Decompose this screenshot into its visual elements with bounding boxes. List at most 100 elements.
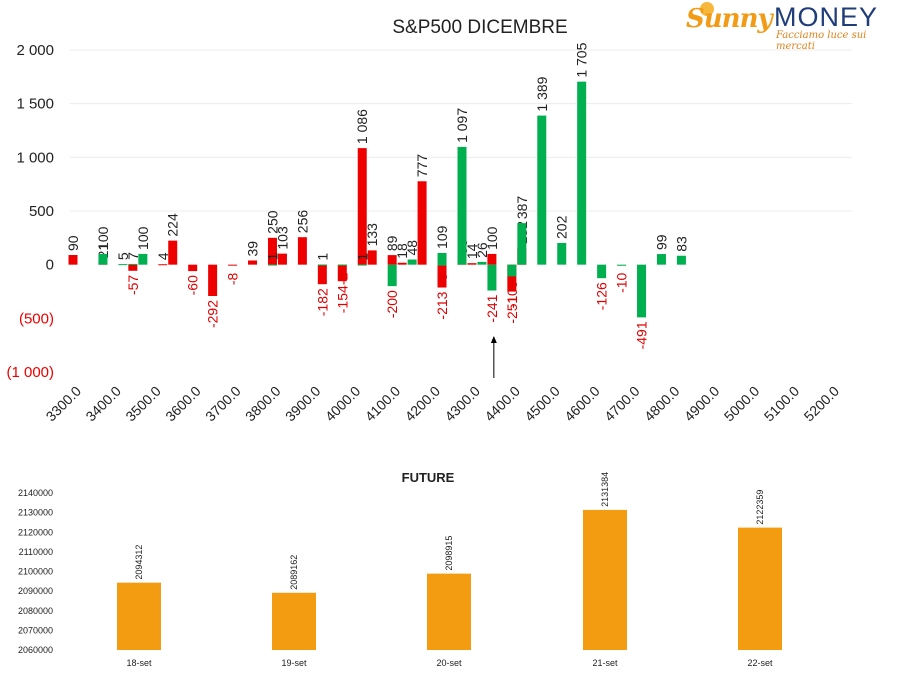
x-tick-label: 4000.0	[322, 383, 364, 425]
bar	[118, 264, 128, 266]
data-label: 90	[65, 235, 81, 251]
data-label: 7	[125, 252, 141, 260]
bar	[487, 264, 497, 291]
data-label: -9	[434, 272, 450, 285]
data-label: 387	[514, 196, 530, 220]
data-label: 2122359	[755, 490, 765, 525]
y-tick-label: 2 000	[16, 42, 54, 59]
data-label: -292	[205, 300, 221, 328]
data-label: 4	[155, 252, 171, 260]
x-tick-label: 4900.0	[681, 383, 723, 425]
future-chart: FUTURE 2140000 2130000 2120000 2110000 210000…	[18, 470, 782, 668]
bar	[387, 264, 397, 287]
data-label: -491	[634, 321, 650, 349]
data-label: 777	[414, 154, 430, 178]
bar	[738, 527, 782, 650]
bar	[437, 264, 447, 266]
data-label: 1 097	[454, 108, 470, 143]
data-label: 48	[404, 240, 420, 256]
data-label: 39	[245, 241, 261, 257]
data-label: 202	[554, 215, 570, 239]
data-label: -57	[125, 275, 141, 295]
data-label: 1 705	[574, 42, 590, 77]
data-label: 2131384	[600, 472, 610, 507]
y-tick-label: 2090000	[18, 586, 53, 596]
data-label: 133	[364, 223, 380, 247]
x-tick-label: 4700.0	[601, 383, 643, 425]
data-label: -126	[594, 282, 610, 310]
y-tick-label: 0	[46, 257, 54, 274]
x-tick-label: 3400.0	[82, 383, 124, 425]
data-label: 2094312	[134, 545, 144, 580]
bar	[467, 263, 477, 265]
bar	[457, 146, 467, 265]
data-label: 250	[264, 210, 280, 234]
data-label: 5	[115, 252, 131, 260]
bar	[168, 240, 178, 265]
x-tick-label: 3700.0	[202, 383, 244, 425]
y-tick-label: 2110000	[19, 547, 53, 557]
data-label: -2	[334, 272, 350, 285]
bar	[272, 592, 316, 650]
bar	[507, 264, 517, 292]
data-label: -182	[314, 288, 330, 316]
bar	[387, 255, 397, 265]
x-tick-label: 5000.0	[721, 383, 763, 425]
x-tick-label: 20-set	[436, 658, 462, 668]
bar	[676, 255, 686, 265]
y-tick-label: 2070000	[18, 625, 53, 635]
data-label: -213	[434, 291, 450, 319]
bar	[188, 264, 198, 272]
bar	[138, 253, 148, 265]
y-tick-label: 2130000	[18, 508, 53, 518]
bar	[317, 264, 327, 266]
logo-name-sunny: Sunny	[686, 4, 773, 34]
y-tick-label: 2060000	[18, 645, 53, 655]
bar	[477, 261, 487, 265]
x-tick-label: 4100.0	[362, 383, 404, 425]
data-label: 100	[95, 226, 111, 250]
data-label: -241	[484, 294, 500, 322]
data-label: 2089162	[289, 555, 299, 590]
y-tick-label: 2120000	[18, 527, 53, 537]
bar	[228, 264, 238, 266]
data-label: 14	[464, 243, 480, 259]
data-label: 256	[294, 210, 310, 234]
y-tick-label: 2140000	[18, 488, 53, 498]
bar	[427, 573, 471, 650]
bar	[437, 264, 447, 288]
data-label: -251	[504, 295, 520, 323]
bar	[437, 252, 447, 265]
bar	[317, 264, 327, 285]
data-label: 103	[274, 226, 290, 250]
data-label: 99	[653, 234, 669, 250]
bar	[208, 264, 218, 297]
x-tick-label: 4500.0	[521, 383, 563, 425]
bar	[656, 254, 666, 265]
x-tick-label: 18-set	[126, 658, 152, 668]
bar	[583, 509, 627, 650]
data-label: 1	[354, 253, 370, 261]
x-tick-label: 3300.0	[43, 383, 85, 425]
x-tick-label: 4300.0	[441, 383, 483, 425]
bar	[68, 255, 78, 265]
data-label: -200	[384, 290, 400, 318]
bar	[637, 264, 647, 318]
x-tick-label: 3800.0	[242, 383, 284, 425]
x-tick-label: 21-set	[592, 658, 618, 668]
data-label: 2098915	[444, 536, 454, 571]
bar	[337, 264, 347, 282]
data-label: -109	[504, 280, 520, 308]
bar	[487, 253, 497, 265]
x-tick-label: 22-set	[747, 658, 773, 668]
data-label: 26	[474, 242, 490, 258]
x-tick-label: 4800.0	[641, 383, 683, 425]
bar	[158, 264, 168, 266]
bar	[397, 262, 407, 265]
y-tick-label: (1 000)	[6, 364, 54, 381]
chart-title: S&P500 DICEMBRE	[392, 17, 567, 38]
bar	[557, 242, 567, 265]
bar	[357, 148, 367, 265]
x-tick-label: 19-set	[281, 658, 307, 668]
bar	[417, 181, 427, 265]
